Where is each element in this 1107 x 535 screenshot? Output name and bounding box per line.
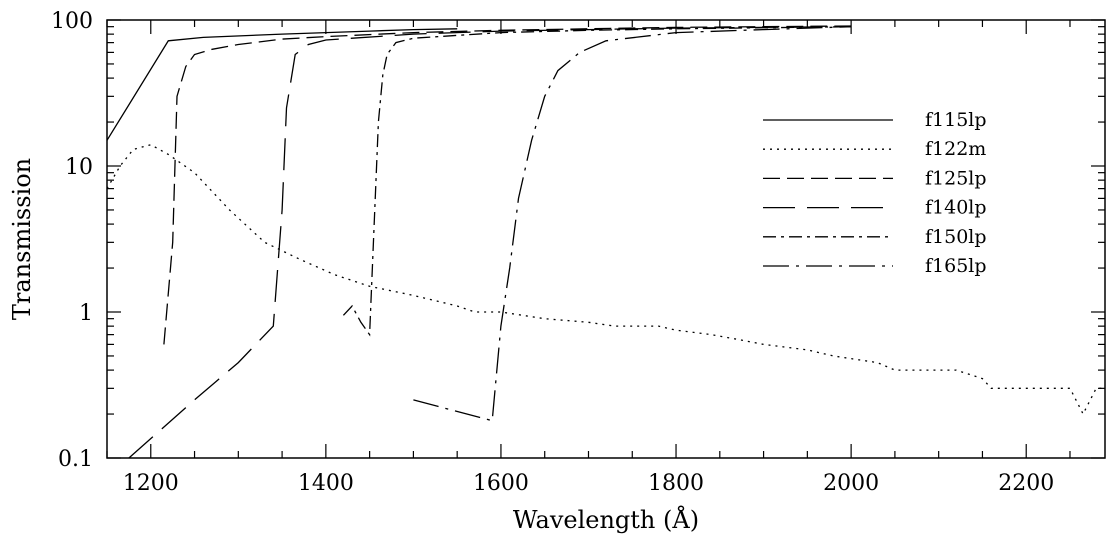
series-line-f122m bbox=[106, 144, 1105, 416]
legend-label-f122m: f122m bbox=[925, 138, 986, 160]
legend-label-f115lp: f115lp bbox=[925, 109, 987, 131]
series-line-f125lp bbox=[163, 25, 852, 345]
series-line-f165lp bbox=[413, 26, 852, 422]
x-tick-label: 1200 bbox=[123, 471, 179, 496]
y-tick-label: 100 bbox=[51, 9, 93, 34]
y-tick-label: 1 bbox=[79, 301, 93, 326]
series-line-f140lp bbox=[128, 26, 852, 459]
series-line-f150lp bbox=[342, 26, 852, 337]
plot-frame bbox=[106, 19, 1106, 459]
axis-tick-labels: 1200 1400 1600 1800 2000 2200 0.1 1 10 100 bbox=[51, 9, 1054, 496]
x-axis-title: Wavelength (Å) bbox=[513, 505, 699, 534]
x-tick-label: 1800 bbox=[648, 471, 704, 496]
x-tick-label: 2000 bbox=[823, 471, 879, 496]
axis-ticks bbox=[106, 19, 1105, 459]
series-layer bbox=[106, 25, 1105, 459]
legend-label-f125lp: f125lp bbox=[925, 167, 987, 189]
series-line-f115lp bbox=[106, 28, 458, 141]
y-axis-title: Transmission bbox=[8, 158, 36, 320]
x-tick-label: 2200 bbox=[998, 471, 1054, 496]
legend: f115lp f122m f125lp f140lp f150lp f165lp bbox=[763, 109, 987, 277]
legend-label-f150lp: f150lp bbox=[925, 226, 987, 248]
x-tick-label: 1400 bbox=[298, 471, 354, 496]
x-tick-label: 1600 bbox=[473, 471, 529, 496]
y-tick-label: 10 bbox=[65, 155, 93, 180]
y-tick-label: 0.1 bbox=[58, 447, 93, 472]
legend-label-f165lp: f165lp bbox=[925, 255, 987, 277]
legend-label-f140lp: f140lp bbox=[925, 197, 987, 219]
